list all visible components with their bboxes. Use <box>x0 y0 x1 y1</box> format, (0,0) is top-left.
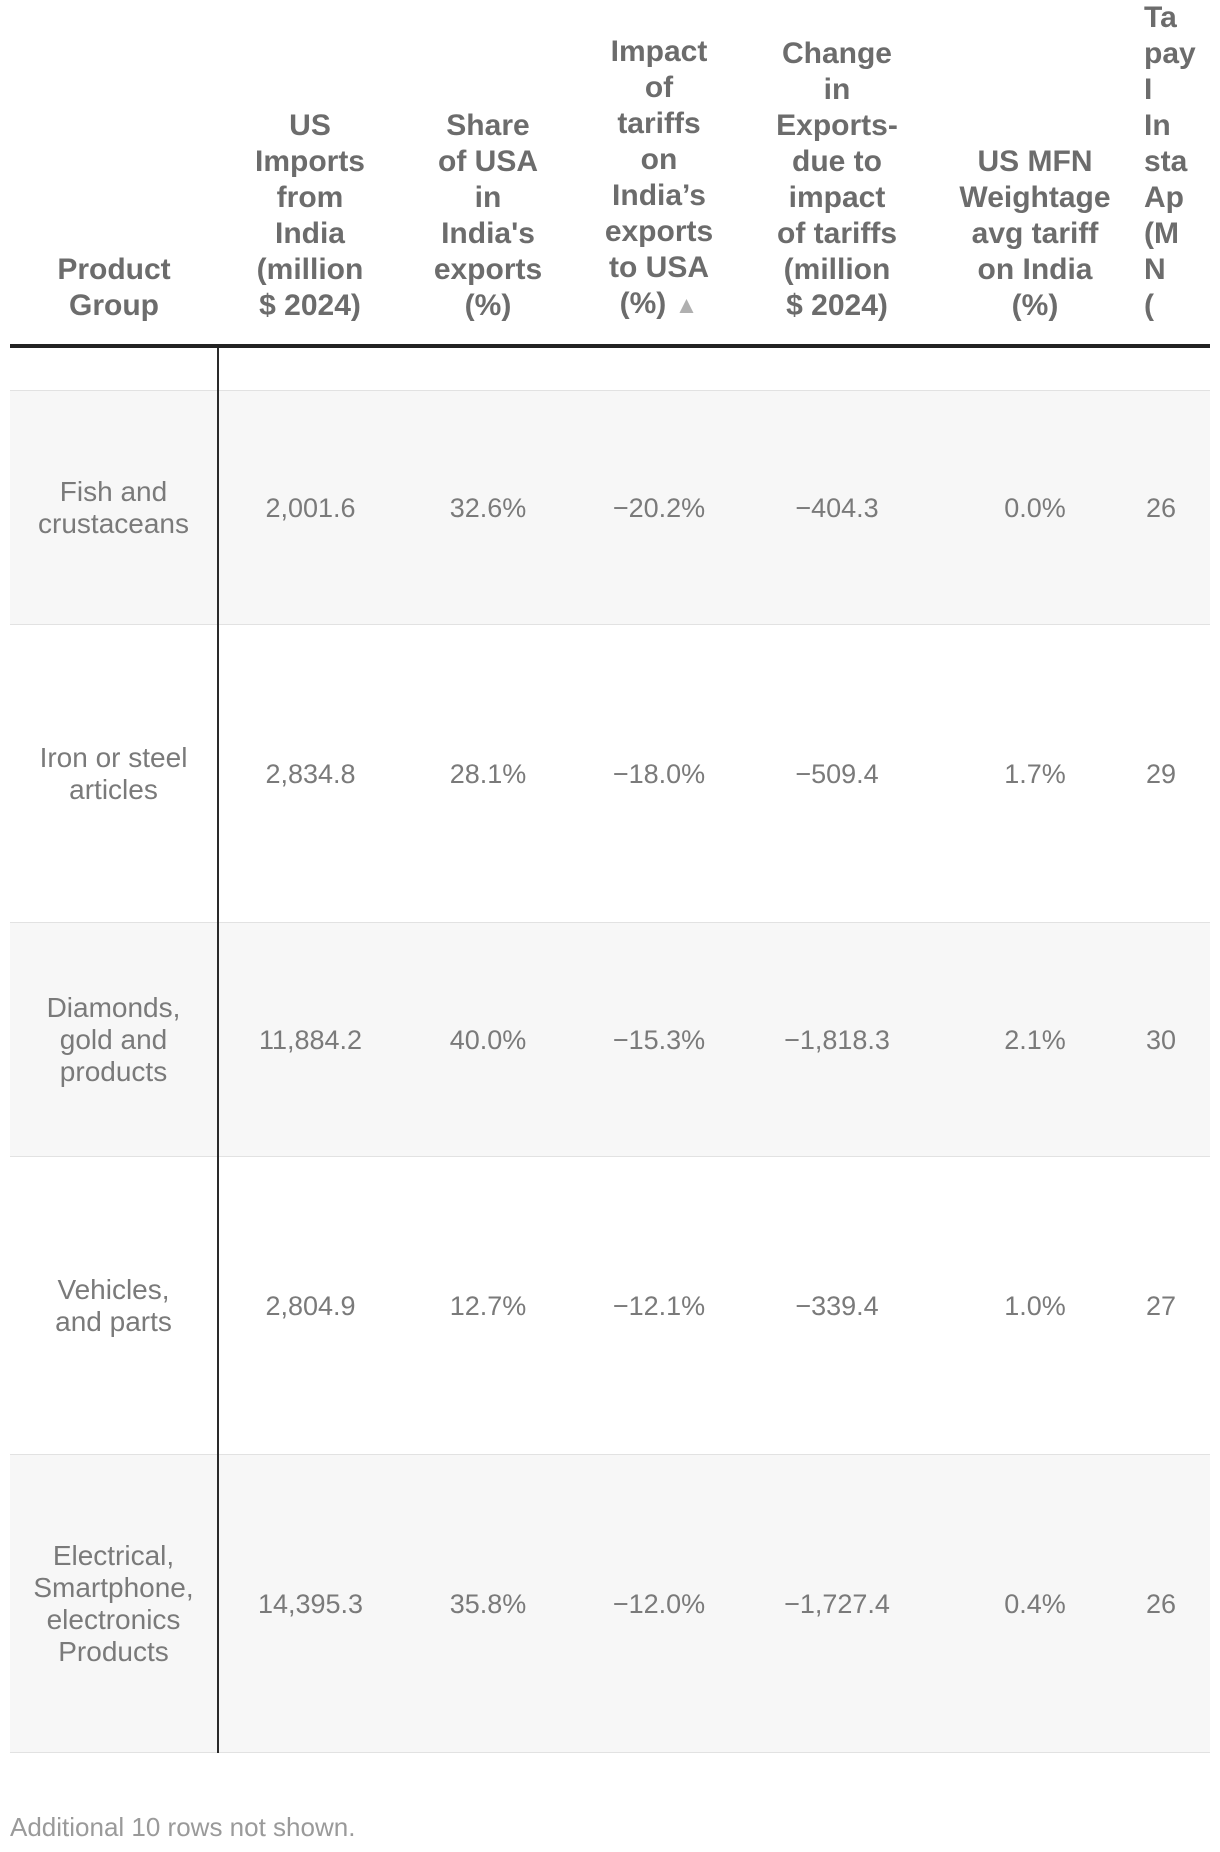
cell-share: 40.0% <box>402 922 574 1157</box>
cell-product-group: Diamonds, gold and products <box>10 922 219 1157</box>
cell-mfn: 0.4% <box>930 1454 1140 1753</box>
cell-impact: −18.0% <box>574 624 744 923</box>
cell-us-imports: 11,884.2 <box>218 922 402 1157</box>
cell-share: 35.8% <box>402 1454 574 1753</box>
cell-impact: −20.2% <box>574 390 744 625</box>
table-row: Electrical, Smartphone, electronics Product… <box>10 1454 1210 1753</box>
cell-share: 32.6% <box>402 390 574 625</box>
table-row: Fish and crustaceans 2,001.6 32.6% −20.2%… <box>10 390 1210 625</box>
cell-us-imports: 2,001.6 <box>218 390 402 625</box>
cell-impact: −12.1% <box>574 1156 744 1455</box>
header-product-group[interactable]: Product Group <box>10 0 218 348</box>
cell-change: −1,818.3 <box>744 922 930 1157</box>
sort-ascending-icon[interactable]: ▲ <box>674 292 699 319</box>
cell-tariff: 30 <box>1140 922 1210 1157</box>
cell-change: −404.3 <box>744 390 930 625</box>
cell-tariff: 27 <box>1140 1156 1210 1455</box>
header-share-usa[interactable]: Share of USA in India's exports (%) <box>402 0 574 348</box>
cell-product-group: Fish and crustaceans <box>10 390 219 625</box>
cell-mfn: 0.0% <box>930 390 1140 625</box>
rows-not-shown-note: Additional 10 rows not shown. <box>10 1812 356 1842</box>
table-container: Product Group US Imports from India (million $… <box>10 0 1210 1852</box>
header-row: Product Group US Imports from India (million $… <box>10 0 1210 348</box>
cell-product-group: Vehicles, and parts <box>10 1156 219 1455</box>
cell-mfn: 1.7% <box>930 624 1140 923</box>
cell-change: −339.4 <box>744 1156 930 1455</box>
cell-impact: −15.3% <box>574 922 744 1157</box>
table-row: Diamonds, gold and products 11,884.2 40.0%… <box>10 922 1210 1157</box>
cell-share: 28.1% <box>402 624 574 923</box>
cell-change: −509.4 <box>744 624 930 923</box>
cell-us-imports: 2,804.9 <box>218 1156 402 1455</box>
table-row: Vehicles, and parts 2,804.9 12.7% −12.1% … <box>10 1156 1210 1455</box>
data-table: Product Group US Imports from India (million $… <box>10 0 1210 1753</box>
cell-product-group: Electrical, Smartphone, electronics Product… <box>10 1454 219 1753</box>
table-row: Iron or steel articles 2,834.8 28.1% −18.… <box>10 624 1210 923</box>
cell-mfn: 2.1% <box>930 922 1140 1157</box>
cell-tariff: 26 <box>1140 1454 1210 1753</box>
header-impact-tariffs[interactable]: Impact of tariffs on India’s exports to USA (%)… <box>574 0 744 348</box>
table-spacer-row <box>10 346 1210 391</box>
header-change-exports[interactable]: Change in Exports-due to impact of tariffs (m… <box>744 0 930 348</box>
cell-share: 12.7% <box>402 1156 574 1455</box>
cell-change: −1,727.4 <box>744 1454 930 1753</box>
cell-us-imports: 14,395.3 <box>218 1454 402 1753</box>
cell-tariff: 29 <box>1140 624 1210 923</box>
header-tariff-paying[interactable]: Ta pay I In sta Ap (M N( <box>1140 0 1210 348</box>
header-us-mfn[interactable]: US MFN Weightage avg tariff on India (%) <box>930 0 1140 348</box>
cell-impact: −12.0% <box>574 1454 744 1753</box>
cell-mfn: 1.0% <box>930 1156 1140 1455</box>
header-us-imports[interactable]: US Imports from India (million $ 2024) <box>218 0 402 348</box>
cell-tariff: 26 <box>1140 390 1210 625</box>
cell-product-group: Iron or steel articles <box>10 624 219 923</box>
cell-us-imports: 2,834.8 <box>218 624 402 923</box>
